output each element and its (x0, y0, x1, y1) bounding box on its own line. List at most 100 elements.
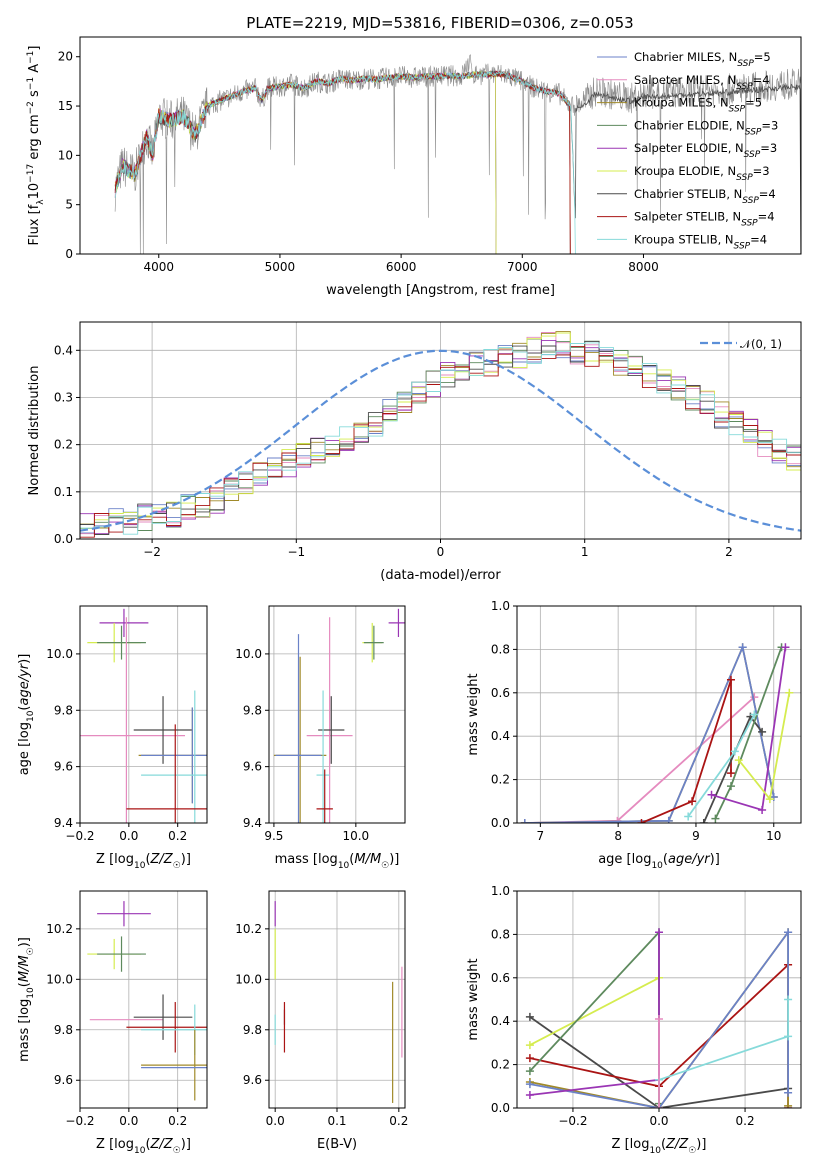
label-part: 10 (134, 1146, 146, 1156)
x-axis-label: age [log10(age/yr)] (598, 852, 720, 871)
y-tick-label: 0.2 (491, 773, 510, 787)
x-tick-label: 9.5 (264, 829, 283, 843)
figure-title: PLATE=2219, MJD=53816, FIBERID=0306, z=0… (246, 14, 633, 32)
label-part: Kroupa ELODIE, N (634, 164, 736, 178)
x-tick-label: 1 (581, 545, 589, 559)
label-part: Salpeter ELODIE, N (634, 141, 744, 155)
y-tick-label: 9.4 (54, 816, 73, 830)
model-spectrum-line (114, 70, 497, 254)
label-part: ( (349, 852, 354, 867)
weight-marker (684, 812, 693, 821)
mass_vs_z-axes: −0.2 0.0 0.29.69.810.010.2Z [log10(Z/Z☉)]m… (17, 890, 208, 1156)
label-part: 10 (338, 861, 350, 871)
weight-marker (655, 928, 663, 937)
y-tick-label: 0.2 (54, 438, 73, 452)
weight-marker (734, 756, 743, 765)
y-tick-label: 10.2 (46, 922, 73, 936)
y-tick-label: 10.0 (46, 647, 73, 661)
label-part: Z/Z (150, 1137, 174, 1152)
label-part: Z/Z (150, 852, 174, 867)
label-part: SSP (737, 59, 754, 69)
weight-marker (784, 995, 793, 1004)
mass_vs_ebv-plot-area (274, 901, 403, 1103)
label-part: mass [log (275, 852, 338, 867)
label-part: 10 (26, 987, 36, 999)
weight-marker (784, 928, 793, 937)
x-tick-label: 0.1 (327, 1114, 346, 1128)
legend-label: Chabrier MILES, NSSP=5 (634, 50, 771, 69)
label-part: ( (663, 852, 668, 867)
label-part: SSP (736, 173, 753, 183)
model-spectrum-line (114, 70, 497, 254)
y-axis-label: mass weight (466, 958, 481, 1040)
label-part: )] (181, 1137, 191, 1152)
y-axis-label: Normed distribution (27, 366, 42, 496)
y-tick-label: 1.0 (491, 599, 510, 613)
label-part: SSP (745, 127, 762, 137)
x-axis-label: Z [log10(Z/Z☉)] (96, 852, 191, 871)
weight-series-line (641, 679, 732, 823)
x-tick-label: −0.2 (558, 1114, 587, 1128)
label-part: Kroupa STELIB, N (634, 232, 734, 246)
label-part: ( (17, 706, 32, 711)
weight-marker (664, 816, 673, 823)
weight-marker (726, 782, 735, 791)
label-part: A (27, 64, 42, 77)
weight-series-line (529, 976, 660, 1087)
model-spectrum-line (114, 70, 576, 254)
x-axis-label: E(B-V) (317, 1137, 357, 1152)
weight-marker (726, 675, 735, 684)
y-tick-label: 0.0 (491, 816, 510, 830)
weight-marker (758, 805, 767, 814)
x-tick-label: −1 (287, 545, 305, 559)
legend-label: Salpeter ELODIE, NSSP=3 (634, 141, 777, 160)
label-part: erg cm (27, 114, 42, 163)
weight-marker (525, 1067, 534, 1076)
label-part: ( (145, 852, 150, 867)
spectrum-axes: 4000 5000 6000 7000 8000 0 5 10 15 20 Chabrier MIL… (26, 36, 802, 298)
y-tick-label: 1.0 (491, 884, 510, 898)
x-tick-label: 4000 (143, 260, 174, 274)
weight-marker (525, 1054, 534, 1063)
label-part: ( (17, 982, 32, 987)
label-part: −1 (26, 51, 36, 64)
label-part: )] (710, 852, 720, 867)
label-part: =4 (753, 73, 770, 87)
weight_vs_age-plot-area (520, 643, 794, 823)
normal-curve (80, 349, 801, 532)
y-tick-label: 0.1 (54, 485, 73, 499)
x-tick-label: 0.0 (119, 829, 138, 843)
label-part: )] (389, 852, 399, 867)
label-part: ( (145, 1137, 150, 1152)
y-tick-label: 0.4 (491, 729, 510, 743)
label-part: =3 (760, 141, 777, 155)
weight-series-line (529, 932, 660, 1096)
y-axis-label: mass weight (466, 673, 481, 755)
histogram-series (80, 332, 801, 529)
model-spectrum-line (114, 70, 497, 254)
label-part: Z/Z (665, 1137, 689, 1152)
weight-marker (688, 797, 697, 806)
label-part: Chabrier STELIB, N (634, 187, 742, 201)
y-tick-label: 9.4 (243, 816, 262, 830)
residuals-axes: −2 −1 0 1 2 0.0 0.1 0.2 0.3 0.4 𝒩(0, 1) (data-model… (27, 321, 802, 583)
weight-marker (711, 814, 720, 823)
residuals-plot-area (80, 331, 801, 538)
x-tick-label: 0.2 (736, 1114, 755, 1128)
weight-series-line (529, 1016, 789, 1108)
y-tick-label: 0.4 (54, 343, 73, 357)
label-part: =4 (750, 232, 767, 246)
y-axis-label: mass [log10(M/M☉)] (17, 937, 36, 1062)
x-axis-label: Z [log10(Z/Z☉)] (612, 1137, 707, 1156)
x-tick-label: 8000 (628, 260, 659, 274)
label-part: M/M (17, 955, 32, 982)
y-tick-label: 0.0 (491, 1101, 510, 1115)
age_vs_z-axes: −0.2 0.0 0.29.49.69.810.0Z [log10(Z/Z☉)]ag… (17, 605, 208, 871)
label-part: Salpeter STELIB, N (634, 210, 741, 224)
x-tick-label: 0.0 (266, 1114, 285, 1128)
label-part: )] (696, 1137, 706, 1152)
x-tick-label: −2 (143, 545, 161, 559)
y-tick-label: 20 (58, 50, 73, 64)
weight-marker (525, 1012, 534, 1021)
y-axis-label: Flux [fλ10−17 erg cm−2 s−1 A−1] (26, 46, 46, 246)
